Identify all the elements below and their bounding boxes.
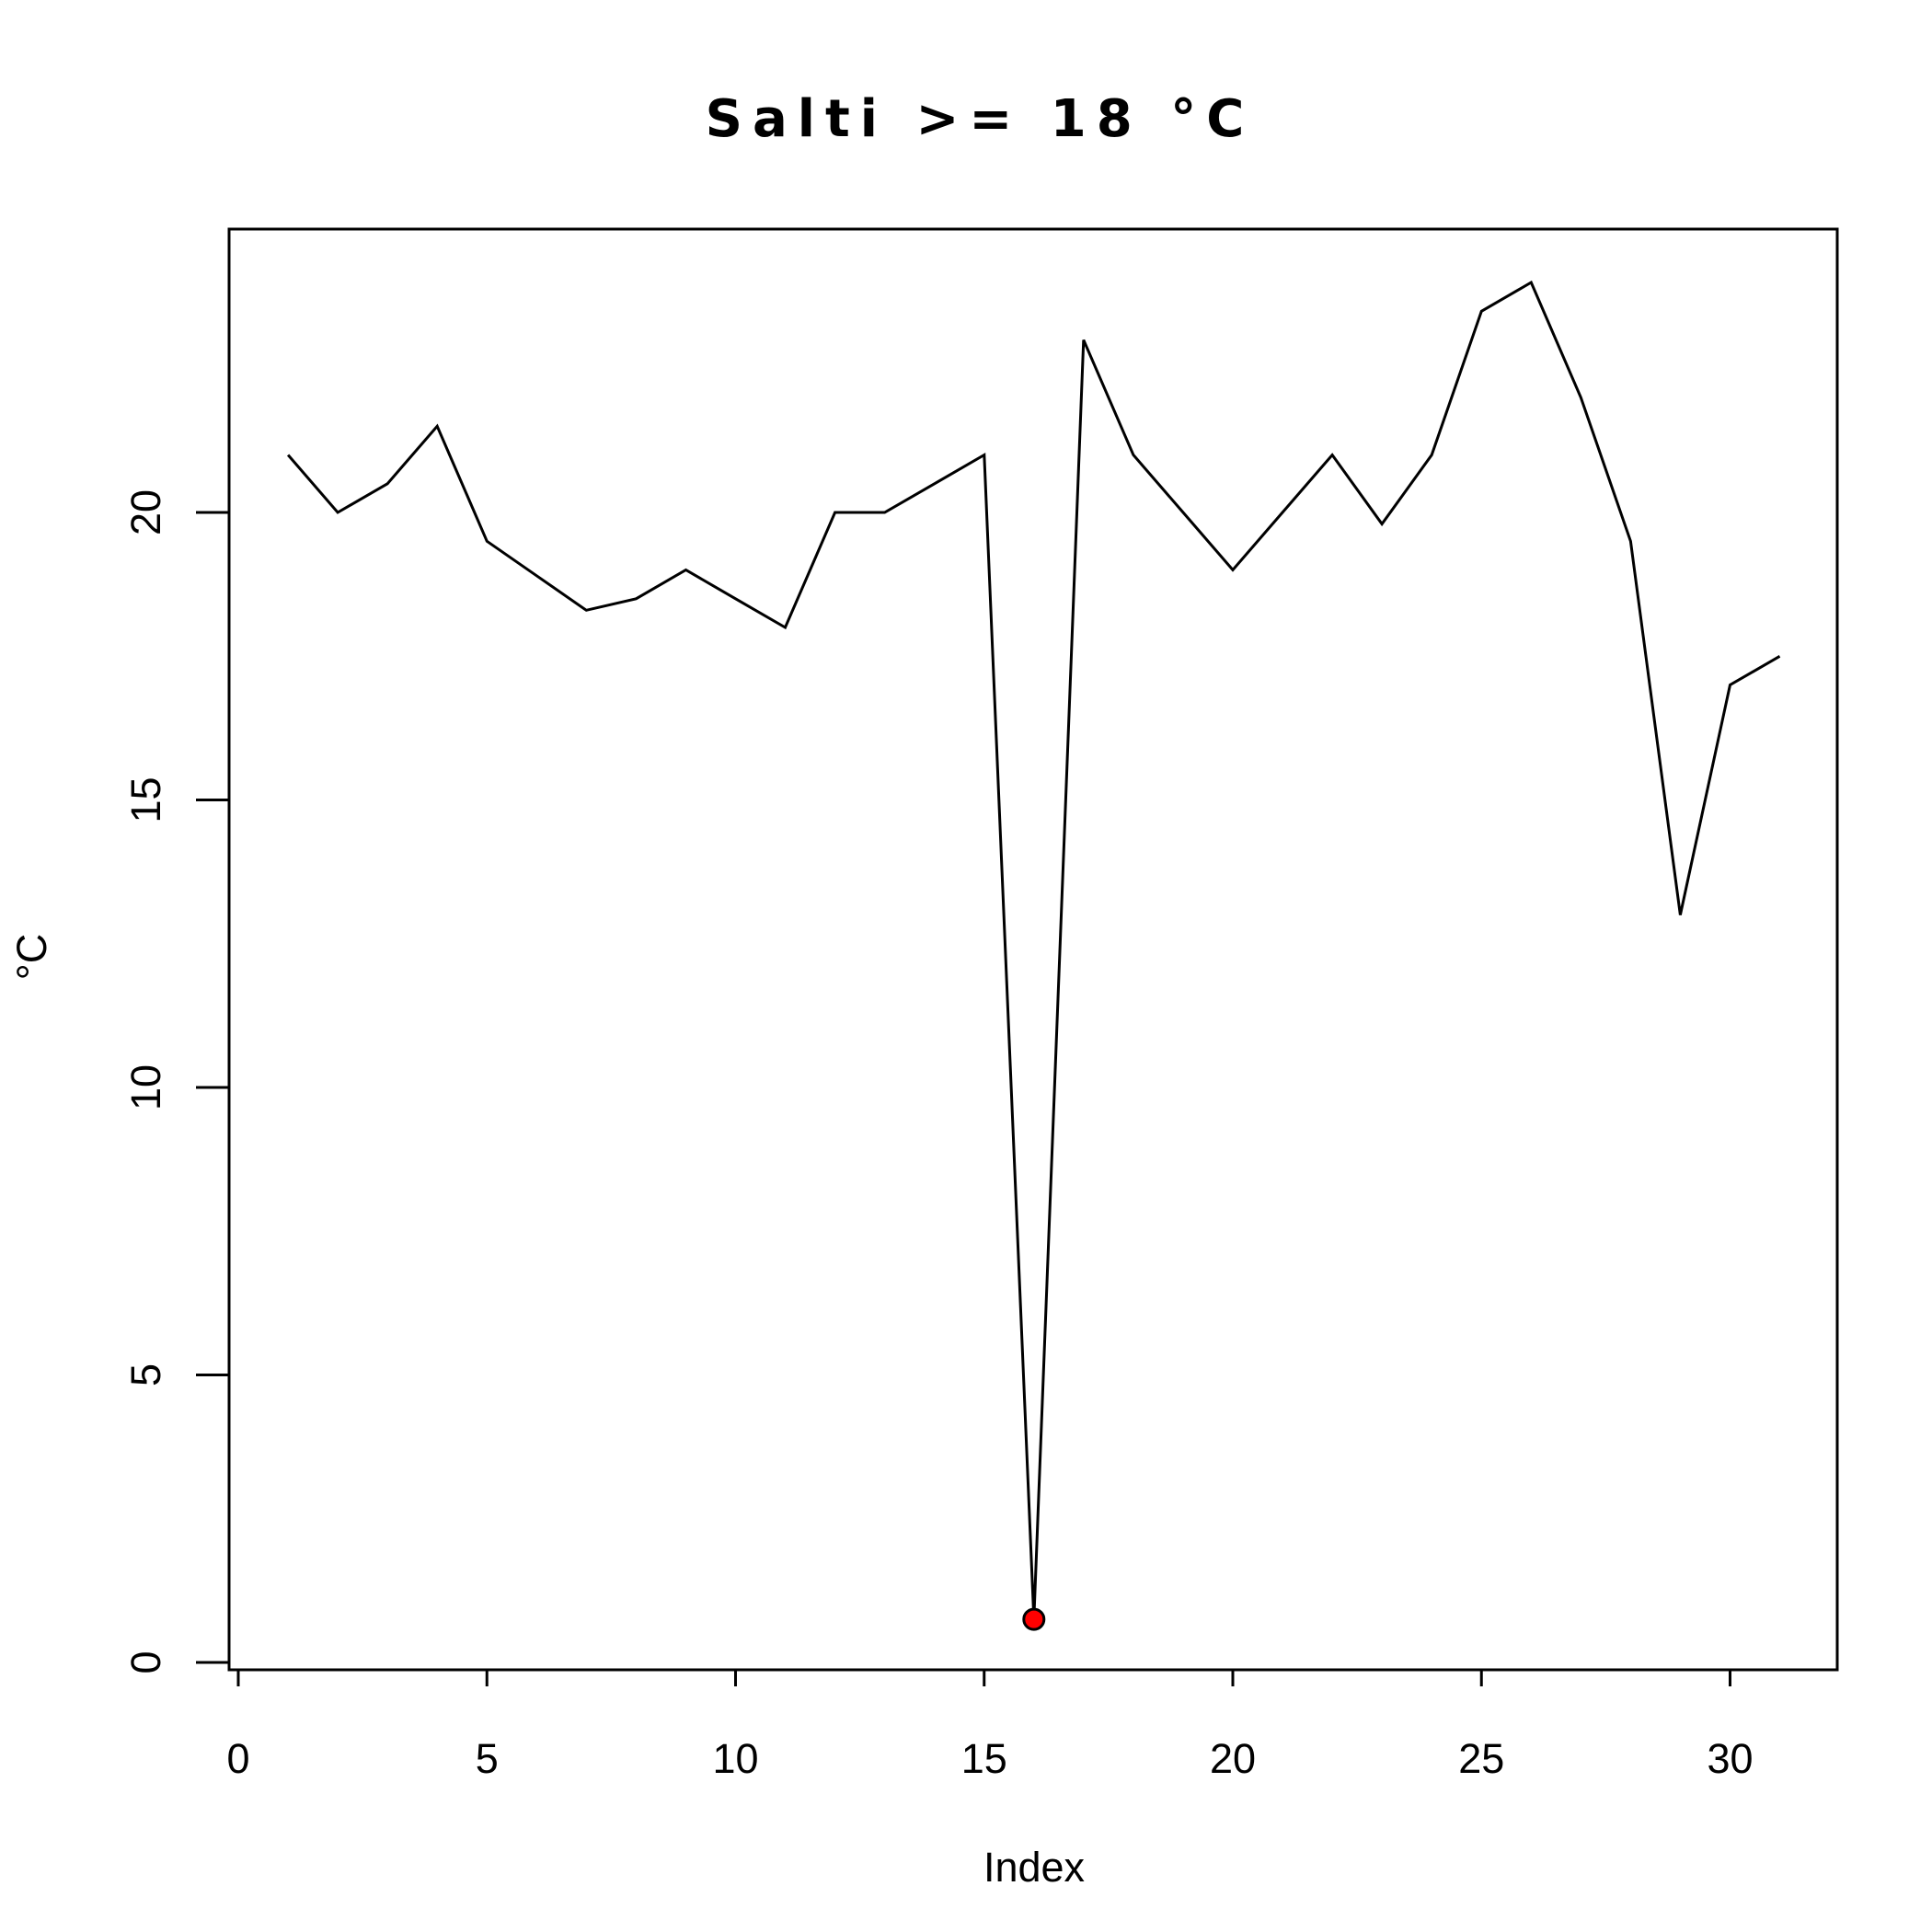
x-tick-label: 10 (712, 1735, 758, 1782)
y-tick-label: 0 (122, 1650, 169, 1673)
x-axis-label: Index (983, 1844, 1086, 1891)
chart-title: Salti >= 18 °C (706, 89, 1255, 149)
x-tick-label: 25 (1458, 1735, 1504, 1782)
x-axis: 0 5 10 15 20 25 30 (226, 1668, 1754, 1782)
y-tick-label: 5 (122, 1363, 169, 1386)
x-tick-label: 15 (961, 1735, 1007, 1782)
x-tick-label: 0 (226, 1735, 249, 1782)
y-tick-label: 20 (122, 489, 169, 535)
x-tick-label: 5 (476, 1735, 499, 1782)
y-tick-label: 15 (122, 776, 169, 822)
series-line (286, 280, 1781, 1620)
y-tick-label: 10 (122, 1064, 169, 1110)
x-tick-label: 30 (1707, 1735, 1753, 1782)
y-axis-label: °C (8, 934, 55, 981)
y-axis: 0 5 10 15 20 (122, 489, 231, 1674)
series-layer (286, 280, 1781, 1631)
x-tick-label: 20 (1210, 1735, 1256, 1782)
highlight-point (1022, 1607, 1046, 1631)
